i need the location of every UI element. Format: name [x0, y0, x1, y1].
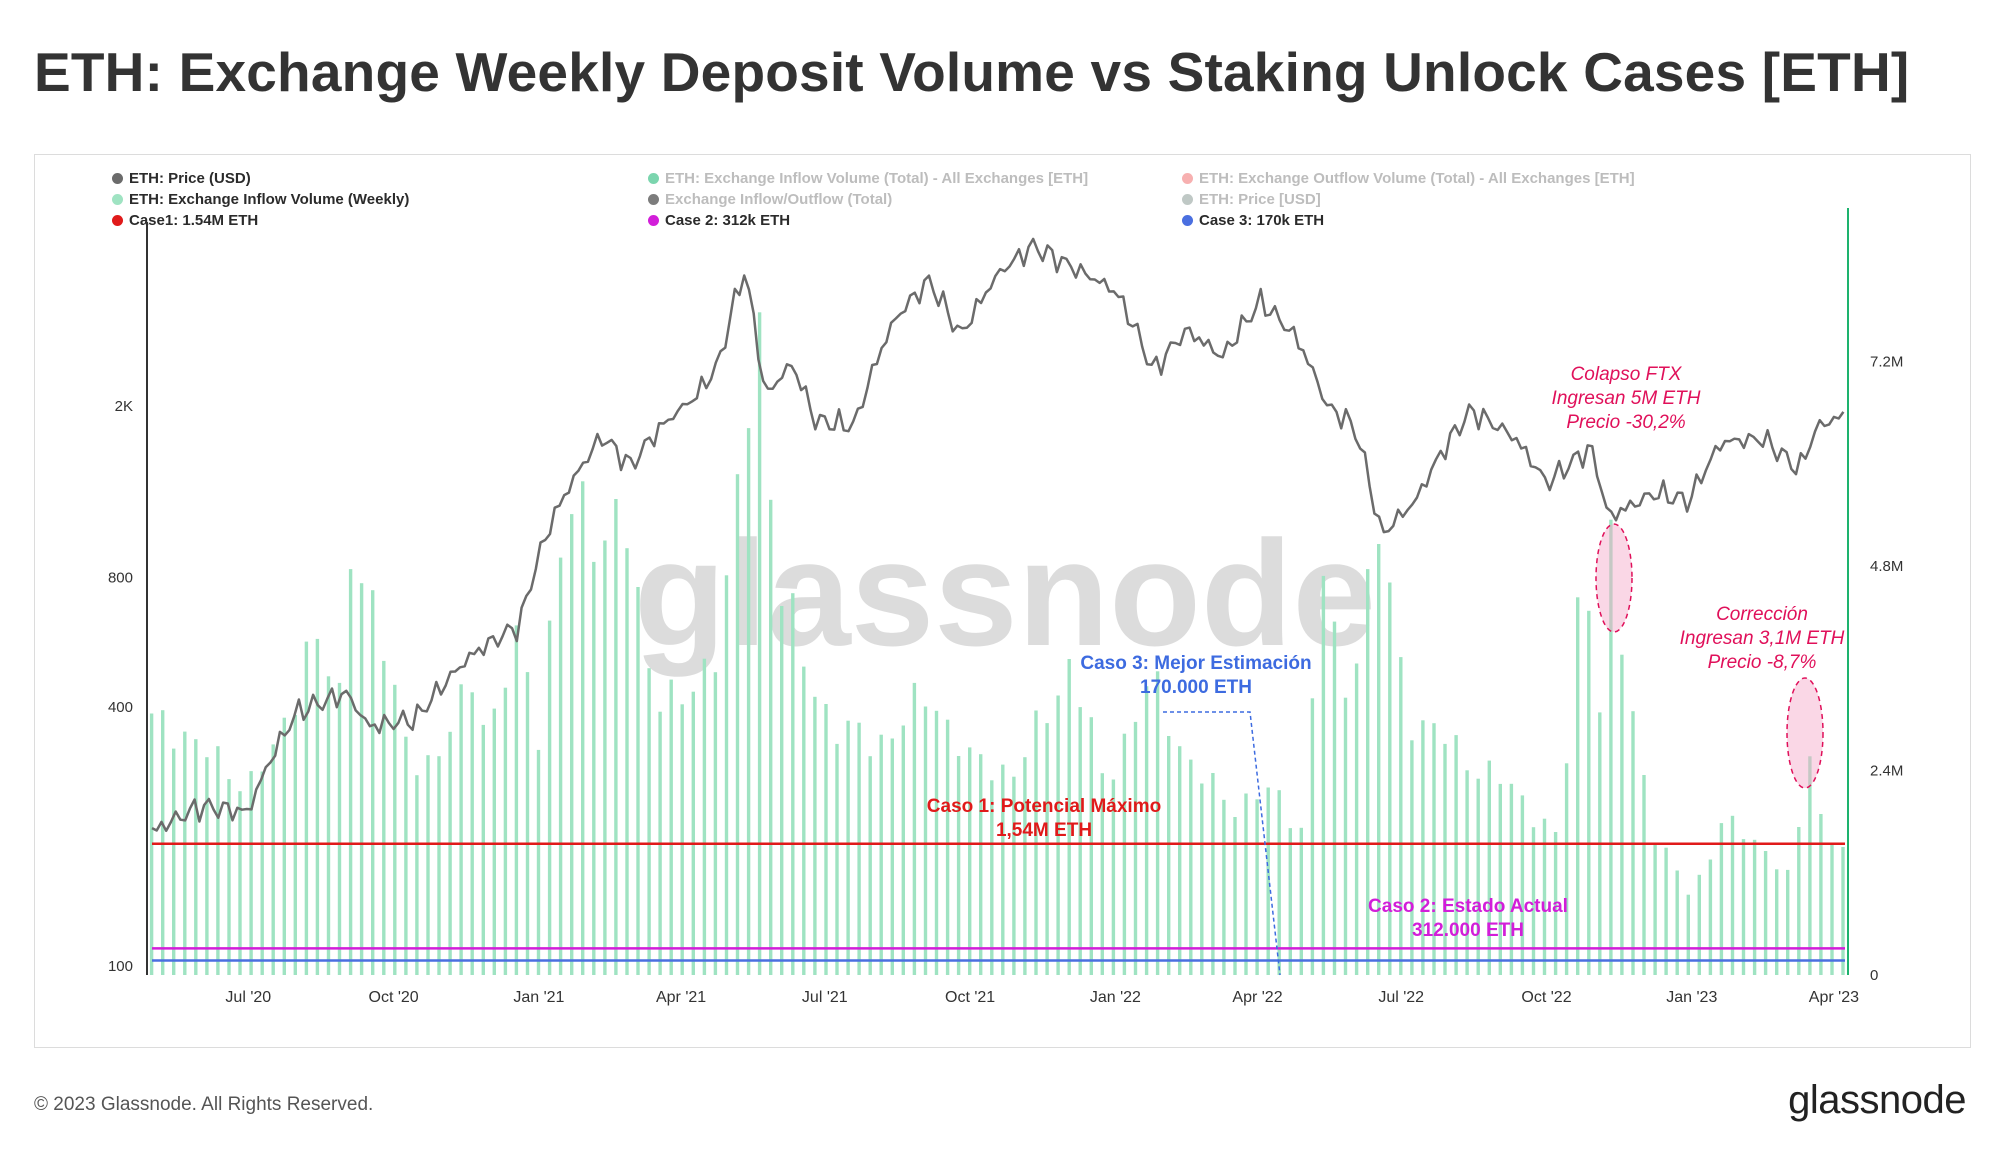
legend-dot-icon	[1182, 194, 1193, 205]
legend-item-inflow-outflow[interactable]: Exchange Inflow/Outflow (Total)	[648, 191, 892, 208]
chart-title: ETH: Exchange Weekly Deposit Volume vs S…	[34, 41, 1910, 103]
legend-item-case3[interactable]: Case 3: 170k ETH	[1182, 212, 1324, 229]
copyright: © 2023 Glassnode. All Rights Reserved.	[34, 1094, 374, 1115]
legend-label: Exchange Inflow/Outflow (Total)	[665, 191, 893, 208]
legend-label: Case 3: 170k ETH	[1199, 212, 1325, 229]
legend-label: Case1: 1.54M ETH	[129, 212, 259, 229]
legend-dot-icon	[648, 173, 659, 184]
legend-dot-icon	[112, 194, 123, 205]
legend-item-price-usd[interactable]: ETH: Price [USD]	[1182, 191, 1321, 208]
legend-item-case1[interactable]: Case1: 1.54M ETH	[112, 212, 258, 229]
legend-item-outflow-total[interactable]: ETH: Exchange Outflow Volume (Total) - A…	[1182, 170, 1635, 187]
legend-label: ETH: Price (USD)	[129, 170, 251, 187]
chart-frame	[34, 154, 1971, 1048]
legend-label: Case 2: 312k ETH	[665, 212, 791, 229]
legend-dot-icon	[648, 194, 659, 205]
legend-label: ETH: Price [USD]	[1199, 191, 1321, 208]
legend-dot-icon	[112, 173, 123, 184]
legend-item-case2[interactable]: Case 2: 312k ETH	[648, 212, 790, 229]
legend-dot-icon	[1182, 173, 1193, 184]
brand-logo[interactable]: glassnode	[1788, 1078, 1966, 1122]
legend-dot-icon	[112, 215, 123, 226]
legend-dot-icon	[648, 215, 659, 226]
legend-item-inflow-weekly[interactable]: ETH: Exchange Inflow Volume (Weekly)	[112, 191, 409, 208]
legend-item-inflow-total[interactable]: ETH: Exchange Inflow Volume (Total) - Al…	[648, 170, 1088, 187]
legend-dot-icon	[1182, 215, 1193, 226]
legend-label: ETH: Exchange Inflow Volume (Weekly)	[129, 191, 410, 208]
legend-label: ETH: Exchange Outflow Volume (Total) - A…	[1199, 170, 1635, 187]
legend-item-price[interactable]: ETH: Price (USD)	[112, 170, 251, 187]
legend-label: ETH: Exchange Inflow Volume (Total) - Al…	[665, 170, 1089, 187]
